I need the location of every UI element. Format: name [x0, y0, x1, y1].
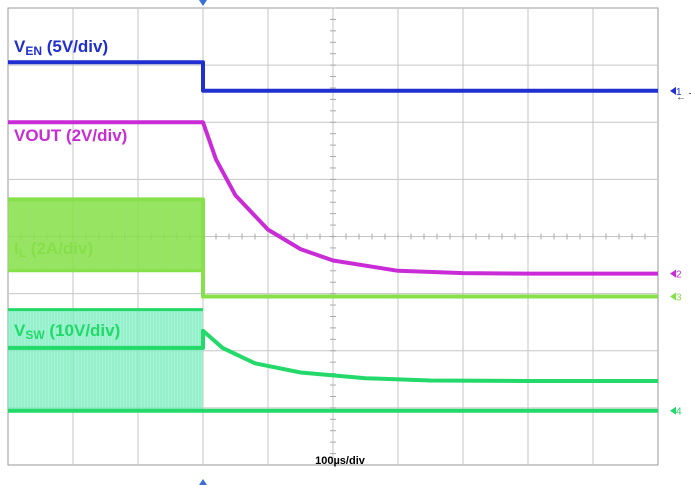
label-ch1: VEN (5V/div)	[14, 37, 108, 58]
trace-ch4	[8, 328, 658, 383]
traces	[8, 60, 658, 413]
channel-labels: VEN (5V/div) VOUT (2V/div) IL (2A/div) VSW …	[14, 37, 127, 342]
trigger-position-icon	[199, 0, 207, 6]
label-ch2: VOUT (2V/div)	[14, 126, 127, 145]
timebase-label: 100µs/div	[315, 455, 366, 467]
channel-marker-4: 4	[670, 406, 682, 418]
channel-marker-1: 1	[670, 86, 682, 98]
marker-label: 4	[676, 407, 682, 418]
marker-label: 2	[676, 270, 682, 281]
marker-arrow-icon	[670, 292, 676, 301]
channel-markers: 1 2 3 4 ← T	[199, 0, 691, 485]
trace-ch2	[8, 120, 658, 276]
trigger-position-icon	[199, 479, 207, 485]
marker-arrow-icon	[670, 86, 676, 95]
envelope-fills	[7, 197, 203, 413]
trace-ch3	[8, 197, 658, 299]
marker-arrow-icon	[670, 406, 676, 415]
marker-label: 3	[676, 292, 682, 303]
switching-envelope-ch4	[8, 309, 203, 411]
trigger-marker: ← T	[676, 92, 691, 103]
channel-marker-2: 2	[670, 269, 682, 281]
channel-marker-3: 3	[670, 292, 682, 303]
label-ch4: VSW (10V/div)	[14, 321, 120, 342]
trace-ch1	[8, 60, 658, 93]
label-ch3: IL (2A/div)	[14, 239, 93, 260]
switching-envelope-ch3	[8, 199, 203, 271]
marker-arrow-icon	[670, 269, 676, 278]
marker-label: 1	[676, 87, 682, 98]
